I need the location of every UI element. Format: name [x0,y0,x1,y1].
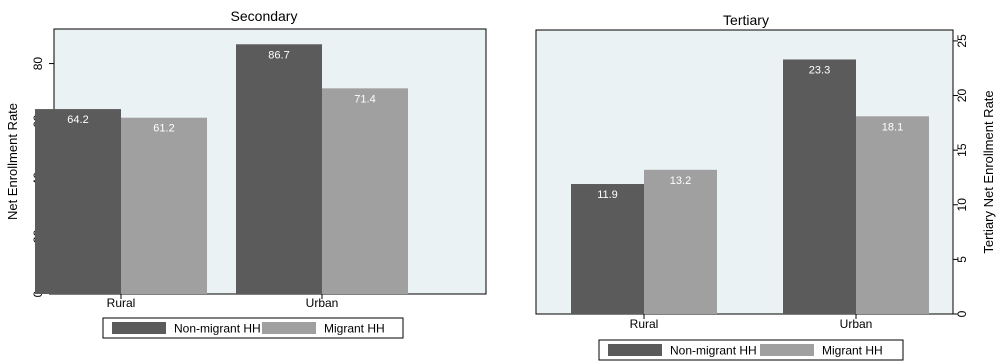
bar-rural-non-migrant [571,184,644,314]
y-axis-label-2: Tertiary Net Enrollment Rate [981,90,996,253]
y-tick-label: 25 [955,34,969,48]
data-label: 86.7 [268,49,289,61]
legend-label: Migrant HH [822,344,883,358]
data-label: 71.4 [354,93,375,105]
y-tick-label: 0 [955,310,969,317]
legend-label: Non-migrant HH [174,322,261,336]
bar-urban-non-migrant [236,44,322,295]
y-tick-label: 80 [31,57,45,71]
legend-label: Migrant HH [324,322,385,336]
x-tick-label: Rural [107,296,136,310]
x-tick-label: Rural [630,317,659,331]
legend-swatch-migrant [262,322,316,334]
data-label: 61.2 [153,123,174,135]
legend-swatch-non-migrant [112,322,166,334]
legend-label: Non-migrant HH [670,344,757,358]
chart-title-1: Secondary [231,8,298,24]
y-tick-label: 5 [955,256,969,263]
bar-rural-migrant [644,169,717,314]
bar-rural-non-migrant [35,109,121,295]
y-tick-label: 10 [955,198,969,212]
legend-box-1 [102,317,404,339]
x-tick-label: Urban [840,317,873,331]
data-label: 13.2 [670,175,691,187]
bar-urban-non-migrant [783,59,856,314]
data-label: 23.3 [809,64,830,76]
data-label: 18.1 [882,121,903,133]
data-label: 11.9 [597,189,618,201]
y-tick-label: 20 [955,89,969,103]
bar-rural-migrant [121,117,207,294]
legend-swatch-migrant [760,344,814,356]
bar-urban-migrant [856,116,929,315]
legend-swatch-non-migrant [608,344,662,356]
chart-title-2: Tertiary [723,12,769,28]
x-tick-label: Urban [306,296,339,310]
data-label: 64.2 [67,114,88,126]
y-tick-label: 15 [955,143,969,157]
legend-box-2 [598,339,904,361]
bar-urban-migrant [322,88,408,294]
y-axis-label-1: Net Enrollment Rate [5,103,20,220]
